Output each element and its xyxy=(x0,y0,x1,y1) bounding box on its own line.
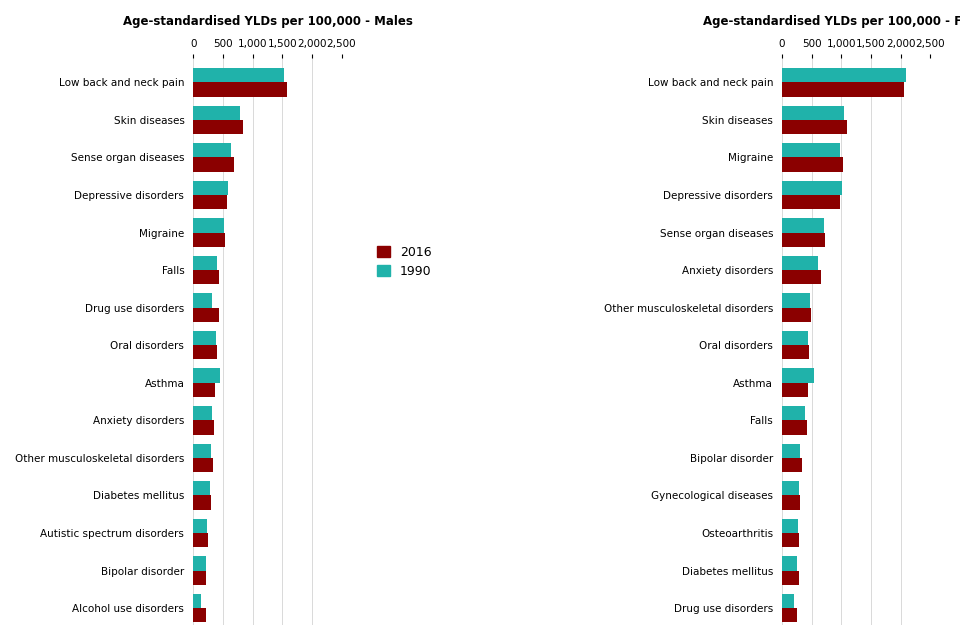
Bar xyxy=(193,570,206,585)
Bar xyxy=(193,345,217,360)
Bar xyxy=(782,345,809,360)
Bar xyxy=(193,383,215,397)
Legend: 2016, 1990: 2016, 1990 xyxy=(377,246,431,278)
Bar xyxy=(782,594,794,608)
Bar xyxy=(782,120,848,134)
Bar xyxy=(193,458,213,472)
Bar xyxy=(782,608,797,622)
Bar xyxy=(782,570,799,585)
Title: Age-standardised YLDs per 100,000 - Males: Age-standardised YLDs per 100,000 - Male… xyxy=(123,15,413,28)
Bar xyxy=(782,270,821,284)
Bar xyxy=(193,256,217,270)
Bar xyxy=(193,331,216,345)
Bar xyxy=(193,406,212,420)
Bar xyxy=(782,83,903,97)
Bar xyxy=(193,83,287,97)
Bar xyxy=(782,533,800,547)
Bar xyxy=(193,533,207,547)
Bar xyxy=(782,218,824,232)
Bar xyxy=(193,157,233,172)
Bar xyxy=(782,556,798,570)
Bar xyxy=(193,495,211,509)
Bar xyxy=(782,195,840,209)
Bar xyxy=(193,308,219,322)
Bar xyxy=(782,157,843,172)
Bar xyxy=(782,369,814,383)
Bar xyxy=(193,68,284,83)
Bar xyxy=(782,481,799,495)
Bar xyxy=(193,420,214,435)
Bar xyxy=(193,594,202,608)
Bar xyxy=(193,444,211,458)
Bar xyxy=(193,270,220,284)
Bar xyxy=(193,218,225,232)
Bar xyxy=(193,481,210,495)
Bar xyxy=(193,608,206,622)
Bar xyxy=(193,518,207,533)
Bar xyxy=(193,369,220,383)
Bar xyxy=(782,444,800,458)
Title: Age-standardised YLDs per 100,000 - Females: Age-standardised YLDs per 100,000 - Fema… xyxy=(704,15,960,28)
Bar xyxy=(193,556,205,570)
Bar xyxy=(193,106,240,120)
Bar xyxy=(193,195,227,209)
Bar xyxy=(782,383,807,397)
Bar xyxy=(193,120,243,134)
Bar xyxy=(782,180,842,195)
Bar xyxy=(193,232,225,247)
Bar xyxy=(782,495,801,509)
Bar xyxy=(782,420,806,435)
Bar xyxy=(782,458,802,472)
Bar xyxy=(782,293,810,308)
Bar xyxy=(193,293,212,308)
Bar xyxy=(782,232,826,247)
Bar xyxy=(782,331,808,345)
Bar xyxy=(782,68,906,83)
Bar xyxy=(193,180,228,195)
Bar xyxy=(782,143,840,157)
Bar xyxy=(782,308,811,322)
Bar xyxy=(782,406,805,420)
Bar xyxy=(782,256,818,270)
Bar xyxy=(782,518,799,533)
Bar xyxy=(193,143,231,157)
Bar xyxy=(782,106,844,120)
